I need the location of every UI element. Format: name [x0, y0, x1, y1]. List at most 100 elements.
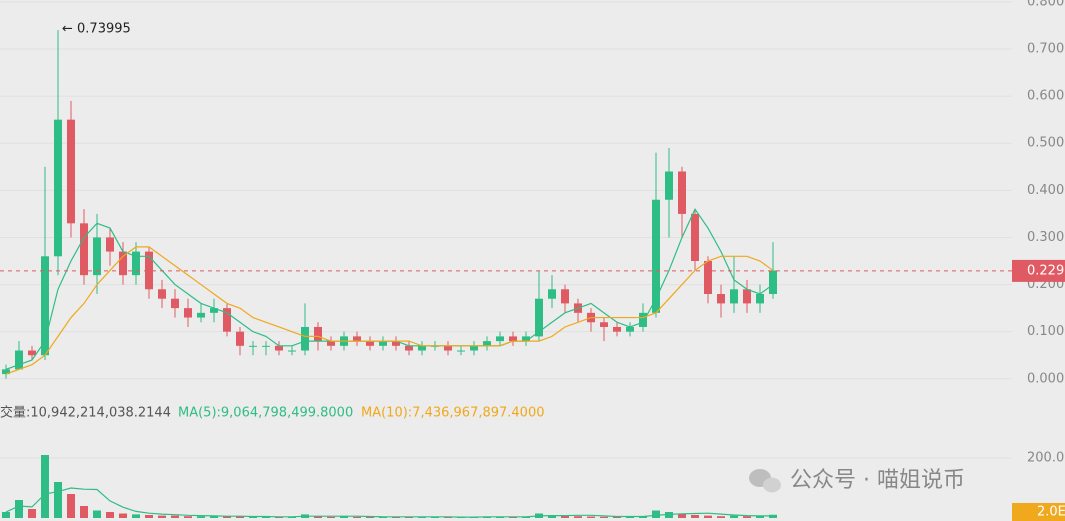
- y-tick-label: 0.500: [1027, 136, 1064, 151]
- candle-body: [626, 326, 634, 332]
- candle-body: [535, 298, 543, 337]
- candle-body: [67, 119, 75, 224]
- volume-bar: [93, 510, 101, 518]
- candle-body: [470, 345, 478, 351]
- candle-body: [405, 345, 413, 351]
- last-volume-label: 2.0E: [1037, 505, 1065, 520]
- candle-body: [678, 171, 686, 214]
- volume-bar: [80, 506, 88, 518]
- candle-body: [496, 336, 504, 342]
- last-price-box: [1012, 259, 1065, 282]
- candle-body: [106, 237, 114, 252]
- candle-body: [730, 289, 738, 304]
- candle-body: [717, 293, 725, 304]
- volume-bar: [626, 516, 634, 518]
- candle-body: [236, 331, 244, 346]
- volume-bar: [548, 515, 556, 518]
- candle-body: [548, 289, 556, 299]
- candle-body: [54, 119, 62, 257]
- volume-bar: [366, 516, 374, 518]
- volume-ma10-label: MA(10):7,436,967,897.4000: [361, 406, 545, 421]
- volume-bar: [574, 516, 582, 518]
- volume-bar: [327, 516, 335, 518]
- volume-bar: [314, 516, 322, 518]
- volume-bar: [418, 517, 426, 518]
- volume-bar: [184, 516, 192, 518]
- last-volume-box: [1012, 503, 1065, 521]
- volume-bar: [431, 516, 439, 518]
- volume-bar: [392, 516, 400, 518]
- candle-body: [288, 350, 296, 352]
- candle-body: [756, 293, 764, 304]
- candle-body: [769, 270, 777, 294]
- volume-bar: [561, 515, 569, 518]
- candle-body: [15, 350, 23, 370]
- y-tick-label: 0.600: [1027, 89, 1064, 104]
- candle-body: [171, 298, 179, 309]
- volume-bar: [678, 513, 686, 518]
- volume-bar: [158, 515, 166, 518]
- watermark: 公众号 · 喵姐说币: [790, 468, 965, 493]
- watermark-icon: [749, 469, 781, 493]
- candle-body: [158, 289, 166, 299]
- y-tick-label: 0.700: [1027, 41, 1064, 56]
- candle-body: [353, 336, 361, 342]
- volume-bar: [15, 500, 23, 518]
- candle-body: [41, 256, 49, 356]
- volume-bar: [613, 516, 621, 518]
- candle-body: [691, 213, 699, 262]
- volume-bar: [691, 515, 699, 518]
- candle-body: [665, 171, 673, 200]
- candle-body: [327, 341, 335, 346]
- candle-body: [314, 326, 322, 342]
- candle-body: [80, 223, 88, 276]
- candle-body: [210, 308, 218, 313]
- ma-line: [5, 246, 774, 375]
- candle-body: [522, 336, 530, 342]
- volume-bar: [275, 516, 283, 518]
- volume-bar: [145, 515, 153, 518]
- y-tick-label: 0.800: [1027, 0, 1064, 9]
- candle-body: [379, 341, 387, 346]
- candle-body: [145, 251, 153, 290]
- last-price-label: 0.229: [1027, 263, 1064, 278]
- candle-body: [223, 308, 231, 332]
- candle-body: [184, 308, 192, 318]
- candle-body: [561, 289, 569, 304]
- candle-body: [418, 345, 426, 351]
- candle-body: [119, 251, 127, 276]
- volume-bar: [756, 516, 764, 518]
- volume-ma5-label: MA(5):9,064,798,499.8000: [178, 406, 353, 421]
- candle-body: [483, 341, 491, 346]
- y-tick-label: 200.00: [1027, 451, 1065, 466]
- volume-bar: [444, 517, 452, 518]
- candle-body: [197, 312, 205, 318]
- volume-bar: [28, 509, 36, 518]
- candle-body: [262, 345, 270, 347]
- annotation: ← 0.73995: [62, 22, 131, 37]
- candle-body: [249, 345, 257, 347]
- candle-body: [132, 251, 140, 276]
- volume-bar: [717, 516, 725, 518]
- volume-bar: [340, 516, 348, 518]
- candle-body: [28, 350, 36, 356]
- candle-body: [743, 289, 751, 304]
- candle-body: [301, 326, 309, 351]
- volume-bar: [600, 516, 608, 518]
- volume-bar: [54, 482, 62, 518]
- y-tick-label: 0.100: [1027, 324, 1064, 339]
- volume-bar: [67, 494, 75, 518]
- candle-body: [93, 237, 101, 276]
- candle-body: [366, 341, 374, 346]
- candle-body: [509, 336, 517, 342]
- candle-body: [275, 345, 283, 351]
- volume-bar: [509, 516, 517, 518]
- volume-bar: [704, 515, 712, 518]
- ma-line: [5, 487, 773, 518]
- volume-bar: [353, 516, 361, 518]
- volume-bar: [405, 517, 413, 518]
- volume-bar: [262, 516, 270, 518]
- volume-bar: [743, 516, 751, 518]
